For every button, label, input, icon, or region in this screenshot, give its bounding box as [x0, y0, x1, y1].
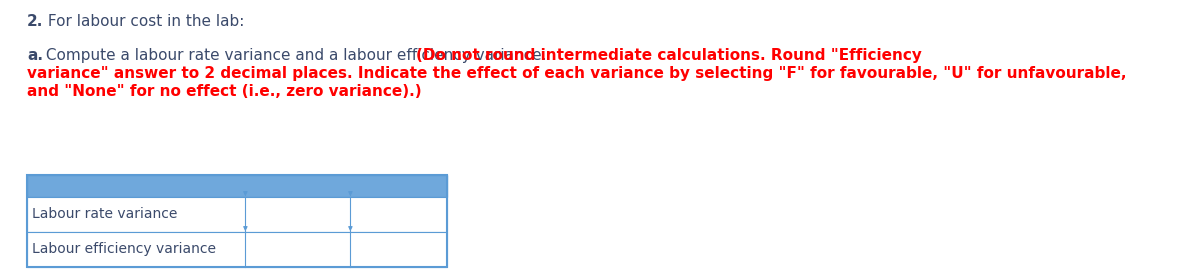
Text: 2.: 2. [28, 14, 43, 29]
Text: Labour efficiency variance: Labour efficiency variance [32, 242, 216, 256]
Text: Labour rate variance: Labour rate variance [32, 208, 178, 222]
Text: and "None" for no effect (i.e., zero variance).): and "None" for no effect (i.e., zero var… [28, 84, 421, 99]
Bar [28, 232, 446, 267]
Text: (Do not round intermediate calculations. Round "Efficiency: (Do not round intermediate calculations.… [416, 48, 922, 63]
Bar [28, 197, 446, 232]
Bar [28, 175, 446, 267]
Text: a.: a. [28, 48, 43, 63]
Bar [28, 175, 446, 197]
Text: variance" answer to 2 decimal places. Indicate the effect of each variance by se: variance" answer to 2 decimal places. In… [28, 66, 1127, 81]
Text: Compute a labour rate variance and a labour efficiency variance.: Compute a labour rate variance and a lab… [41, 48, 551, 63]
Text: For labour cost in the lab:: For labour cost in the lab: [43, 14, 245, 29]
